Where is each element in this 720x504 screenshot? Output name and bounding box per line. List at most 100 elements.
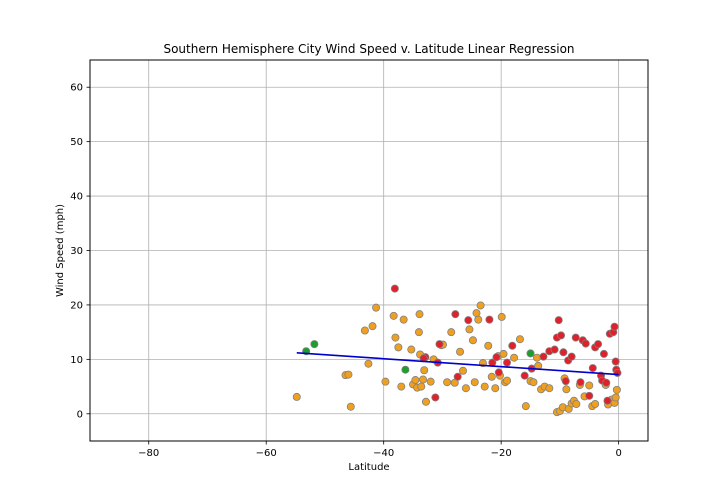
data-point (346, 402, 355, 411)
data-point (372, 303, 381, 312)
data-point (431, 393, 440, 402)
y-tick-label: 20 (70, 300, 83, 311)
data-point (591, 399, 600, 408)
data-point (381, 377, 390, 386)
y-tick-label: 10 (70, 355, 83, 366)
data-point (610, 322, 619, 331)
data-point (612, 385, 621, 394)
data-point (461, 384, 470, 393)
axis-ticks: −80 −60 −40 −20 0 0 10 20 30 40 50 60 (70, 83, 622, 459)
y-tick-label: 60 (70, 83, 83, 94)
data-point (559, 348, 568, 357)
data-point (476, 301, 485, 310)
data-point (487, 372, 496, 381)
data-point (465, 325, 474, 334)
data-point (397, 382, 406, 391)
data-point (401, 365, 410, 374)
regression-line-group (296, 352, 619, 376)
data-point (394, 343, 403, 352)
data-point (491, 384, 500, 393)
data-point (360, 326, 369, 335)
data-point (529, 378, 538, 387)
data-point (611, 393, 620, 402)
data-point (464, 316, 473, 325)
data-point (603, 396, 612, 405)
y-axis-label: Wind Speed (mph) (55, 204, 66, 297)
data-point (292, 392, 301, 401)
data-point (364, 359, 373, 368)
y-tick-label: 0 (77, 409, 83, 420)
data-point (550, 345, 559, 354)
data-point (599, 349, 608, 358)
x-tick-label: −60 (256, 448, 277, 459)
y-tick-label: 40 (70, 192, 83, 203)
regression-line (296, 352, 619, 376)
data-point (344, 370, 353, 379)
data-point (581, 339, 590, 348)
data-point (417, 382, 426, 391)
data-point (562, 385, 571, 394)
data-point (421, 397, 430, 406)
data-point (468, 336, 477, 345)
data-point (411, 376, 420, 385)
data-point (510, 353, 519, 362)
data-point (420, 366, 429, 375)
data-point (545, 384, 554, 393)
data-point (484, 341, 493, 350)
grid (90, 60, 648, 441)
data-point (435, 340, 444, 349)
data-point (443, 378, 452, 387)
data-point (451, 310, 460, 319)
data-point (458, 366, 467, 375)
data-point (532, 353, 541, 362)
data-points (292, 284, 622, 417)
data-point (485, 315, 494, 324)
data-point (497, 312, 506, 321)
data-point (520, 371, 529, 380)
data-point (521, 402, 530, 411)
data-point (414, 328, 423, 337)
data-point (557, 331, 566, 340)
x-tick-label: 0 (615, 448, 621, 459)
y-tick-label: 50 (70, 137, 83, 148)
data-point (474, 315, 483, 324)
x-tick-label: −20 (491, 448, 512, 459)
x-tick-label: −80 (138, 448, 159, 459)
data-point (561, 377, 570, 386)
data-point (554, 316, 563, 325)
data-point (503, 376, 512, 385)
data-point (407, 345, 416, 354)
data-point (572, 399, 581, 408)
data-point (447, 328, 456, 337)
data-point (503, 358, 512, 367)
data-point (419, 375, 428, 384)
data-point (389, 311, 398, 320)
data-point (585, 391, 594, 400)
data-point (426, 377, 435, 386)
data-point (415, 310, 424, 319)
data-point (456, 347, 465, 356)
data-point (576, 378, 585, 387)
data-point (526, 349, 535, 358)
data-point (310, 340, 319, 349)
data-point (611, 357, 620, 366)
data-point (494, 368, 503, 377)
data-point (399, 315, 408, 324)
data-point (391, 333, 400, 342)
x-tick-label: −40 (373, 448, 394, 459)
data-point (508, 341, 517, 350)
x-axis-label: Latitude (348, 462, 389, 473)
data-point (470, 378, 479, 387)
data-point (390, 284, 399, 293)
data-point (499, 349, 508, 358)
data-point (539, 352, 548, 361)
y-tick-label: 30 (70, 246, 83, 257)
data-point (571, 333, 580, 342)
chart-title: Southern Hemisphere City Wind Speed v. L… (163, 42, 574, 56)
data-point (567, 352, 576, 361)
data-point (492, 353, 501, 362)
data-point (453, 372, 462, 381)
data-point (585, 381, 594, 390)
